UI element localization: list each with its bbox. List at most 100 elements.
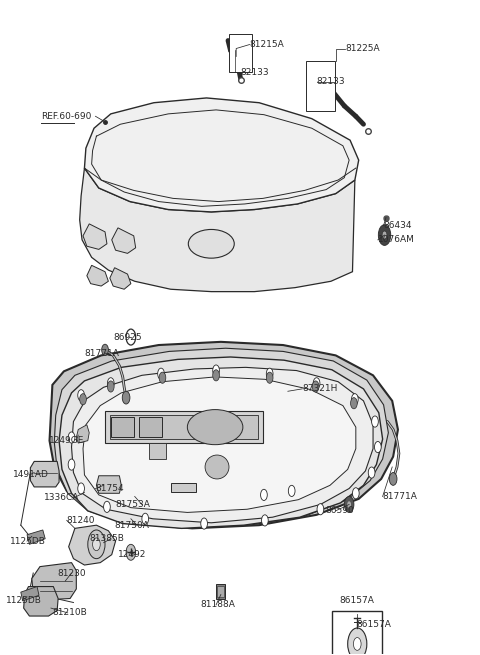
Polygon shape [111,417,134,437]
Polygon shape [139,417,161,437]
Text: 86590: 86590 [325,506,354,515]
Circle shape [353,637,361,650]
Text: 81754: 81754 [96,484,124,493]
Polygon shape [30,461,59,487]
Text: 81225A: 81225A [345,44,380,53]
Text: 1249GE: 1249GE [48,436,84,445]
Circle shape [108,381,114,392]
Text: 1491AD: 1491AD [12,470,48,479]
Text: 1125DB: 1125DB [6,595,42,605]
Text: 81771A: 81771A [84,348,120,358]
Circle shape [348,628,367,655]
Text: 81215A: 81215A [250,40,284,49]
Circle shape [108,378,114,389]
Text: 86157A: 86157A [357,620,392,629]
Circle shape [312,381,319,392]
Circle shape [157,368,164,379]
Polygon shape [21,587,39,601]
Circle shape [347,501,351,508]
Text: 12492: 12492 [118,550,146,559]
Polygon shape [110,415,258,439]
Polygon shape [83,224,107,250]
Circle shape [126,544,136,560]
Circle shape [352,488,359,499]
Circle shape [368,467,375,478]
Polygon shape [170,483,196,493]
Polygon shape [149,443,166,459]
Circle shape [213,369,219,381]
Circle shape [344,496,354,512]
Text: 81750A: 81750A [115,521,149,530]
Text: 86925: 86925 [113,333,142,341]
Text: 1336CA: 1336CA [44,493,79,502]
Ellipse shape [205,455,229,479]
Polygon shape [216,584,225,599]
Circle shape [213,365,219,376]
Polygon shape [59,357,383,529]
Circle shape [201,518,207,529]
Circle shape [374,441,381,453]
Text: 82133: 82133 [317,77,345,86]
Circle shape [68,432,75,443]
Text: 81210B: 81210B [52,608,87,618]
FancyBboxPatch shape [229,34,252,73]
Polygon shape [32,563,76,600]
Circle shape [378,225,391,246]
Text: 1125DB: 1125DB [10,536,46,546]
Circle shape [80,394,86,405]
Circle shape [317,504,324,515]
Polygon shape [69,525,116,565]
Text: 81188A: 81188A [201,601,236,609]
Circle shape [102,345,108,356]
Polygon shape [110,268,131,290]
Polygon shape [27,530,45,544]
Text: REF.60-690: REF.60-690 [41,112,92,121]
Circle shape [78,390,84,401]
Circle shape [142,514,149,525]
Circle shape [261,489,267,500]
Text: 1076AM: 1076AM [378,235,415,244]
Ellipse shape [188,229,234,258]
Circle shape [313,378,320,389]
Circle shape [262,515,268,526]
Polygon shape [112,228,136,253]
Circle shape [93,538,100,551]
Polygon shape [80,168,355,291]
Circle shape [382,231,387,239]
Circle shape [122,391,130,404]
Polygon shape [24,587,58,616]
Circle shape [389,472,397,485]
Text: 81240: 81240 [67,516,95,525]
Text: 81385B: 81385B [89,534,124,543]
Circle shape [351,394,358,405]
Circle shape [88,530,105,559]
Polygon shape [105,411,263,443]
Polygon shape [217,586,224,597]
FancyBboxPatch shape [332,611,383,655]
Polygon shape [87,265,108,286]
Circle shape [159,372,166,383]
Text: 82133: 82133 [240,68,269,77]
Circle shape [372,416,378,427]
Text: 81230: 81230 [57,569,86,578]
Circle shape [350,398,357,409]
Ellipse shape [187,409,243,445]
Polygon shape [84,98,359,212]
Text: 81771A: 81771A [383,492,418,501]
Circle shape [266,372,273,383]
Polygon shape [49,342,398,529]
FancyBboxPatch shape [306,62,335,111]
Text: 81753A: 81753A [116,500,150,509]
Circle shape [68,459,75,470]
Polygon shape [96,476,121,493]
Circle shape [104,501,110,512]
Polygon shape [72,367,373,523]
Text: 87321H: 87321H [302,384,337,394]
Polygon shape [83,377,356,512]
Circle shape [78,483,84,494]
Text: 86434: 86434 [384,221,412,230]
Polygon shape [54,348,388,529]
Circle shape [288,485,295,496]
Text: 86157A: 86157A [340,596,375,605]
Circle shape [266,368,273,379]
